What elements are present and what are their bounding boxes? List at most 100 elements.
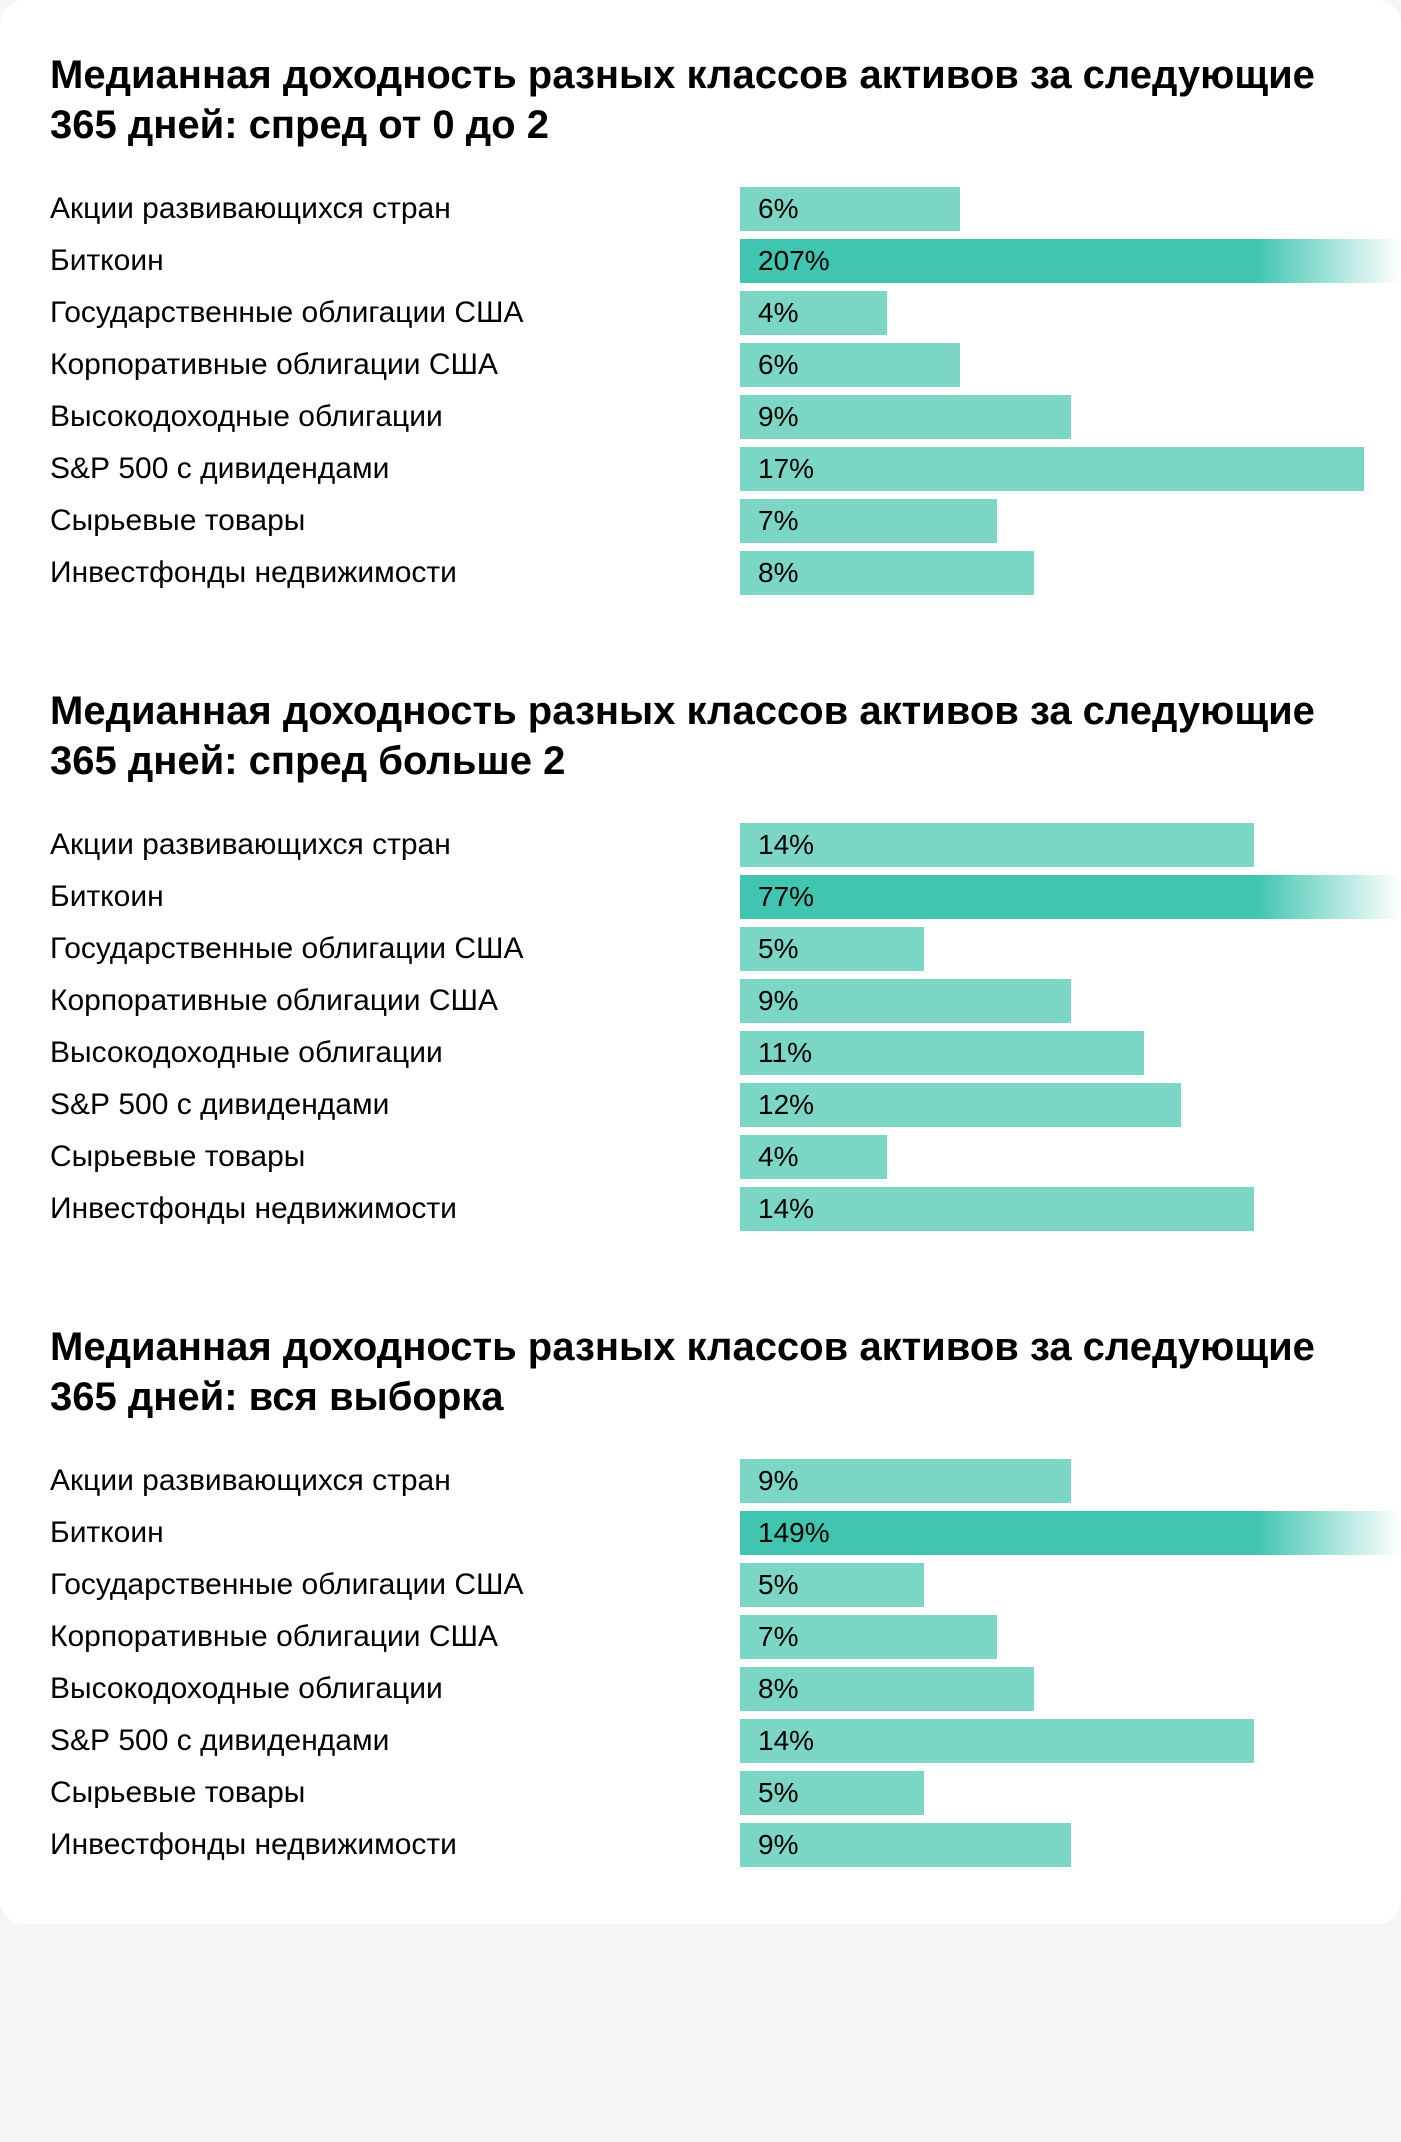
bar-value: 5% <box>758 933 798 965</box>
row-label: Государственные облигации США <box>50 932 740 966</box>
chart-row: Государственные облигации США 5% <box>50 926 1401 972</box>
bar: 7% <box>740 499 997 543</box>
bar-track: 8% <box>740 1667 1401 1711</box>
bar: 17% <box>740 447 1364 491</box>
bar-track: 8% <box>740 551 1401 595</box>
bar-track: 207% <box>740 239 1401 283</box>
chart-row: Корпоративные облигации США 9% <box>50 978 1401 1024</box>
bar-track: 7% <box>740 499 1401 543</box>
bar: 14% <box>740 823 1254 867</box>
row-label: Акции развивающихся стран <box>50 192 740 226</box>
bar-value: 8% <box>758 1673 798 1705</box>
chart-row: Сырьевые товары 7% <box>50 498 1401 544</box>
bar-value: 14% <box>758 829 814 861</box>
chart-row: Корпоративные облигации США 6% <box>50 342 1401 388</box>
row-label: Сырьевые товары <box>50 1776 740 1810</box>
row-label: Высокодоходные облигации <box>50 1672 740 1706</box>
bar-value: 4% <box>758 297 798 329</box>
bar-value: 9% <box>758 1465 798 1497</box>
bar: 4% <box>740 291 887 335</box>
bar-highlight: 207% <box>740 239 1401 283</box>
bar-track: 14% <box>740 1187 1401 1231</box>
row-label: S&P 500 с дивидендами <box>50 452 740 486</box>
bar: 9% <box>740 395 1071 439</box>
chart-row: Инвестфонды недвижимости9% <box>50 1822 1401 1868</box>
bar-value: 11% <box>758 1037 812 1069</box>
chart-row: S&P 500 с дивидендами 17% <box>50 446 1401 492</box>
row-label: Государственные облигации США <box>50 1568 740 1602</box>
chart-row: Акции развивающихся стран 9% <box>50 1458 1401 1504</box>
row-label: S&P 500 с дивидендами <box>50 1724 740 1758</box>
chart-row: Биткоин207% <box>50 238 1401 284</box>
bar-track: 9% <box>740 395 1401 439</box>
chart-row: S&P 500 с дивидендами 12% <box>50 1082 1401 1128</box>
bar-value: 4% <box>758 1141 798 1173</box>
row-label: Корпоративные облигации США <box>50 984 740 1018</box>
row-label: S&P 500 с дивидендами <box>50 1088 740 1122</box>
bar: 14% <box>740 1187 1254 1231</box>
row-label: Акции развивающихся стран <box>50 1464 740 1498</box>
bar-track: 12% <box>740 1083 1401 1127</box>
bar-track: 4% <box>740 1135 1401 1179</box>
chart-row: Сырьевые товары 5% <box>50 1770 1401 1816</box>
bar-value: 7% <box>758 1621 798 1653</box>
chart-row: S&P 500 с дивидендами14% <box>50 1718 1401 1764</box>
chart-row: Акции развивающихся стран14% <box>50 822 1401 868</box>
bar-track: 77% <box>740 875 1401 919</box>
bar: 6% <box>740 187 960 231</box>
chart-row: Государственные облигации США 4% <box>50 290 1401 336</box>
bar-track: 149% <box>740 1511 1401 1555</box>
chart-card: Медианная доходность разных классов акти… <box>0 0 1401 1924</box>
chart-row: Инвестфонды недвижимости 14% <box>50 1186 1401 1232</box>
bar-value: 5% <box>758 1777 798 1809</box>
bar-track: 14% <box>740 823 1401 867</box>
chart-row: Биткоин77% <box>50 874 1401 920</box>
bar: 9% <box>740 979 1071 1023</box>
chart-section: Медианная доходность разных классов акти… <box>50 50 1401 596</box>
bar: 8% <box>740 1667 1034 1711</box>
bar-track: 9% <box>740 979 1401 1023</box>
bar: 4% <box>740 1135 887 1179</box>
bar-value: 7% <box>758 505 798 537</box>
row-label: Биткоин <box>50 1516 740 1550</box>
bar-track: 6% <box>740 343 1401 387</box>
bar-value: 9% <box>758 401 798 433</box>
bar-track: 9% <box>740 1459 1401 1503</box>
row-label: Государственные облигации США <box>50 296 740 330</box>
chart-row: Инвестфонды недвижимости 8% <box>50 550 1401 596</box>
chart-row: Высокодоходные облигации11% <box>50 1030 1401 1076</box>
bar-value: 6% <box>758 349 798 381</box>
bar: 9% <box>740 1459 1071 1503</box>
row-label: Сырьевые товары <box>50 1140 740 1174</box>
section-title: Медианная доходность разных классов акти… <box>50 50 1401 150</box>
bar-track: 5% <box>740 1771 1401 1815</box>
bar: 9% <box>740 1823 1071 1867</box>
row-label: Высокодоходные облигации <box>50 400 740 434</box>
bar-value: 14% <box>758 1193 814 1225</box>
bar-value: 12% <box>758 1089 814 1121</box>
bar: 5% <box>740 927 924 971</box>
bar-track: 11% <box>740 1031 1401 1075</box>
bar-value: 9% <box>758 985 798 1017</box>
bar-highlight: 77% <box>740 875 1401 919</box>
bar-value: 5% <box>758 1569 798 1601</box>
row-label: Корпоративные облигации США <box>50 1620 740 1654</box>
chart-row: Биткоин149% <box>50 1510 1401 1556</box>
chart-section: Медианная доходность разных классов акти… <box>50 686 1401 1232</box>
bar-track: 6% <box>740 187 1401 231</box>
chart-row: Высокодоходные облигации 9% <box>50 394 1401 440</box>
row-label: Инвестфонды недвижимости <box>50 556 740 590</box>
bar-track: 7% <box>740 1615 1401 1659</box>
row-label: Сырьевые товары <box>50 504 740 538</box>
bar-track: 5% <box>740 1563 1401 1607</box>
row-label: Корпоративные облигации США <box>50 348 740 382</box>
section-title: Медианная доходность разных классов акти… <box>50 1322 1401 1422</box>
bar-value: 17% <box>758 453 814 485</box>
bar: 14% <box>740 1719 1254 1763</box>
row-label: Инвестфонды недвижимости <box>50 1192 740 1226</box>
bar-highlight: 149% <box>740 1511 1401 1555</box>
bar-value: 8% <box>758 557 798 589</box>
bar-track: 5% <box>740 927 1401 971</box>
row-label: Биткоин <box>50 880 740 914</box>
bar: 8% <box>740 551 1034 595</box>
